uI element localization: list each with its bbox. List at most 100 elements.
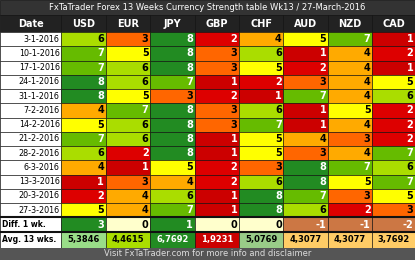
Text: 17-1-2016: 17-1-2016 <box>19 63 60 72</box>
Text: 2: 2 <box>275 77 282 87</box>
Bar <box>150 232 195 248</box>
Text: 7: 7 <box>98 63 104 73</box>
Bar <box>328 132 372 146</box>
Bar <box>239 118 283 132</box>
Text: 4,3077: 4,3077 <box>334 236 366 244</box>
Bar <box>283 203 328 217</box>
Bar <box>372 189 415 203</box>
Bar <box>372 103 415 118</box>
Text: 8: 8 <box>186 106 193 115</box>
Text: 2: 2 <box>407 106 413 115</box>
Text: 8: 8 <box>186 34 193 44</box>
Bar <box>328 75 372 89</box>
Bar <box>328 61 372 75</box>
Text: 1: 1 <box>231 134 237 144</box>
Text: 8: 8 <box>186 134 193 144</box>
Text: 14-2-2016: 14-2-2016 <box>19 120 60 129</box>
Bar <box>283 32 328 46</box>
Bar <box>0 146 61 160</box>
Text: 4: 4 <box>186 177 193 187</box>
Text: 3,7692: 3,7692 <box>378 236 410 244</box>
Bar <box>61 203 106 217</box>
Bar <box>328 175 372 189</box>
Text: 8: 8 <box>275 205 282 215</box>
Text: 4: 4 <box>320 134 326 144</box>
Text: Date: Date <box>18 19 44 29</box>
Text: 1: 1 <box>142 162 149 172</box>
Bar <box>283 61 328 75</box>
Bar <box>106 203 150 217</box>
Text: 3: 3 <box>364 134 371 144</box>
Bar <box>150 217 195 232</box>
Bar <box>283 160 328 175</box>
Bar <box>372 232 415 248</box>
Bar <box>372 75 415 89</box>
Text: Visit FxTaTrader.com for more info and disclaimer: Visit FxTaTrader.com for more info and d… <box>104 249 311 258</box>
Bar <box>283 46 328 61</box>
Text: 8: 8 <box>97 77 104 87</box>
Bar <box>328 217 372 232</box>
Bar <box>61 175 106 189</box>
Bar <box>150 175 195 189</box>
Bar <box>195 160 239 175</box>
Bar <box>195 15 239 32</box>
Text: 4: 4 <box>275 34 282 44</box>
Text: 8: 8 <box>186 148 193 158</box>
Bar <box>239 203 283 217</box>
Bar <box>283 15 328 32</box>
Text: CAD: CAD <box>382 19 405 29</box>
Text: 4: 4 <box>364 63 371 73</box>
Text: 7: 7 <box>320 91 326 101</box>
Text: 31-1-2016: 31-1-2016 <box>19 92 60 101</box>
Text: 3: 3 <box>142 34 149 44</box>
Bar <box>0 75 61 89</box>
Text: 7: 7 <box>98 134 104 144</box>
Text: 13-3-2016: 13-3-2016 <box>19 177 60 186</box>
Bar <box>0 203 61 217</box>
Bar <box>239 146 283 160</box>
Text: 5: 5 <box>142 48 149 58</box>
Bar <box>195 189 239 203</box>
Text: 4: 4 <box>142 191 149 201</box>
Text: 8: 8 <box>186 120 193 130</box>
Text: 7: 7 <box>186 77 193 87</box>
Bar <box>195 89 239 103</box>
Text: 5: 5 <box>407 191 413 201</box>
Text: 1: 1 <box>320 120 326 130</box>
Bar <box>150 32 195 46</box>
Text: 4: 4 <box>364 91 371 101</box>
Text: 27-3-2016: 27-3-2016 <box>19 206 60 215</box>
Text: USD: USD <box>72 19 95 29</box>
Text: 24-1-2016: 24-1-2016 <box>19 77 60 87</box>
Bar <box>239 61 283 75</box>
Bar <box>0 46 61 61</box>
Text: -1: -1 <box>315 220 326 230</box>
Text: 6: 6 <box>142 120 149 130</box>
Text: 4: 4 <box>364 148 371 158</box>
Bar <box>0 232 61 248</box>
Text: 6: 6 <box>142 134 149 144</box>
Bar <box>372 175 415 189</box>
Bar <box>150 203 195 217</box>
Bar <box>372 61 415 75</box>
Text: 3: 3 <box>231 120 237 130</box>
Text: 0: 0 <box>142 220 149 230</box>
Bar <box>0 118 61 132</box>
Bar <box>150 75 195 89</box>
Bar <box>0 61 61 75</box>
Text: 4: 4 <box>364 77 371 87</box>
Bar <box>150 189 195 203</box>
Text: 4: 4 <box>142 205 149 215</box>
Bar <box>150 103 195 118</box>
Bar <box>372 46 415 61</box>
Text: 8: 8 <box>186 48 193 58</box>
Text: 1: 1 <box>186 220 193 230</box>
Text: 2: 2 <box>142 148 149 158</box>
Text: 3-1-2016: 3-1-2016 <box>24 35 60 44</box>
Text: 0: 0 <box>275 220 282 230</box>
Bar <box>195 146 239 160</box>
Bar <box>61 89 106 103</box>
Bar <box>150 61 195 75</box>
Text: 1: 1 <box>407 63 413 73</box>
Text: 6: 6 <box>407 162 413 172</box>
